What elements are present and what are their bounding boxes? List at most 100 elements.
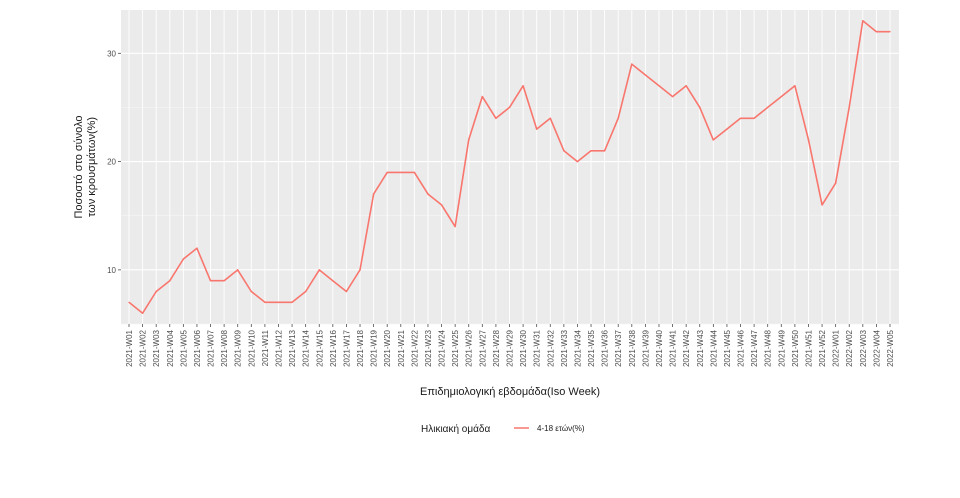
x-tick-label: 2021-W15 — [315, 329, 324, 366]
x-tick-label: 2022-W01 — [832, 329, 841, 366]
y-tick-label: 30 — [107, 49, 116, 58]
data-point — [359, 269, 361, 271]
x-tick-label: 2021-W52 — [818, 329, 827, 366]
data-point — [604, 150, 606, 152]
data-point — [128, 301, 130, 303]
data-point — [318, 269, 320, 271]
x-tick-label: 2021-W38 — [628, 329, 637, 366]
x-tick-label: 2021-W21 — [397, 329, 406, 366]
data-point — [699, 106, 701, 109]
x-tick-label: 2021-W03 — [152, 329, 161, 366]
data-point — [427, 193, 429, 195]
x-axis-ticks: 2021-W01 2021-W02 2021-W03 2021-W04 2021-W05… — [125, 324, 895, 367]
data-point — [780, 96, 782, 98]
x-tick-label: 2021-W19 — [370, 329, 379, 366]
data-point — [685, 85, 687, 87]
x-tick-label: 2021-W32 — [546, 329, 555, 366]
x-tick-label: 2022-W04 — [872, 329, 881, 366]
data-point — [753, 117, 755, 119]
x-tick-label: 2021-W29 — [506, 329, 515, 366]
x-tick-label: 2021-W34 — [573, 329, 582, 366]
data-point — [332, 280, 334, 282]
x-tick-label: 2021-W44 — [709, 329, 718, 366]
data-point — [141, 312, 144, 314]
data-point — [821, 204, 823, 206]
data-point — [454, 225, 456, 228]
data-point — [794, 85, 796, 87]
legend-title: Ηλικιακή ομάδα — [421, 423, 490, 435]
plot-panel — [121, 10, 899, 324]
x-tick-label: 2022-W02 — [845, 329, 854, 366]
data-point — [223, 280, 225, 282]
x-tick-label: 2021-W08 — [220, 329, 229, 366]
x-tick-label: 2021-W43 — [696, 329, 705, 366]
x-tick-label: 2021-W27 — [478, 329, 487, 366]
y-tick-label: 20 — [107, 158, 116, 167]
data-point — [835, 182, 837, 184]
grid — [121, 10, 899, 325]
x-tick-label: 2021-W45 — [723, 329, 732, 366]
data-point — [875, 31, 878, 33]
x-tick-label: 2021-W24 — [438, 329, 447, 366]
data-point — [563, 150, 565, 152]
x-tick-label: 2021-W02 — [139, 329, 148, 366]
data-point — [400, 171, 402, 174]
x-tick-label: 2021-W12 — [274, 329, 283, 366]
data-point — [644, 74, 646, 76]
y-axis-title-line-2: των κρουσμάτων(%) — [86, 117, 98, 217]
x-tick-label: 2021-W46 — [737, 329, 746, 366]
x-tick-label: 2021-W09 — [234, 329, 243, 366]
data-point — [807, 139, 810, 141]
y-tick-label: 10 — [107, 266, 116, 275]
data-point — [182, 258, 184, 260]
x-tick-label: 2021-W23 — [424, 329, 433, 366]
data-point — [590, 150, 592, 152]
x-tick-label: 2021-W37 — [614, 329, 623, 366]
x-tick-label: 2021-W35 — [587, 329, 596, 366]
x-tick-label: 2021-W49 — [777, 329, 786, 366]
data-point — [277, 301, 280, 303]
x-tick-label: 2021-W14 — [302, 329, 311, 366]
x-tick-label: 2021-W17 — [342, 329, 351, 366]
x-tick-label: 2021-W13 — [288, 329, 297, 366]
data-point — [196, 247, 198, 249]
x-tick-label: 2021-W47 — [750, 329, 759, 366]
x-tick-label: 2021-W51 — [804, 329, 813, 366]
x-axis-title: Επιδημιολογική εβδομάδα(Iso Week) — [420, 386, 600, 398]
x-tick-label: 2021-W28 — [492, 329, 501, 366]
data-point — [373, 193, 375, 195]
x-tick-label: 2021-W42 — [682, 329, 691, 366]
y-axis-title-line-1: Ποσοστό στο σύνολο — [73, 115, 85, 218]
x-tick-label: 2021-W50 — [791, 329, 800, 366]
data-point — [237, 269, 239, 271]
x-tick-label: 2021-W36 — [601, 329, 610, 366]
data-point — [862, 20, 864, 22]
data-point — [291, 301, 293, 303]
data-point — [726, 128, 728, 130]
x-tick-label: 2021-W07 — [207, 329, 216, 366]
data-point — [536, 128, 538, 130]
data-point — [440, 204, 443, 206]
data-point — [155, 290, 157, 293]
data-point — [209, 280, 212, 282]
marks — [128, 19, 891, 315]
x-tick-label: 2021-W39 — [641, 329, 650, 366]
x-tick-label: 2021-W06 — [193, 329, 202, 366]
data-point — [767, 106, 769, 109]
data-point — [386, 171, 388, 174]
x-tick-label: 2021-W41 — [669, 329, 678, 366]
y-axis-title: Ποσοστό στο σύνολο των κρουσμάτων(%) — [73, 115, 98, 218]
data-point — [631, 63, 633, 65]
data-point — [481, 96, 483, 98]
data-point — [413, 171, 415, 174]
x-tick-label: 2021-W40 — [655, 329, 664, 366]
data-point — [671, 96, 674, 98]
data-point — [889, 31, 891, 33]
data-point — [658, 85, 660, 87]
x-tick-label: 2021-W26 — [465, 329, 474, 366]
x-tick-label: 2021-W31 — [533, 329, 542, 366]
legend: Ηλικιακή ομάδα 4-18 ετών(%) — [421, 423, 585, 435]
legend-series-label: 4-18 ετών(%) — [537, 424, 585, 433]
data-point — [617, 117, 619, 119]
